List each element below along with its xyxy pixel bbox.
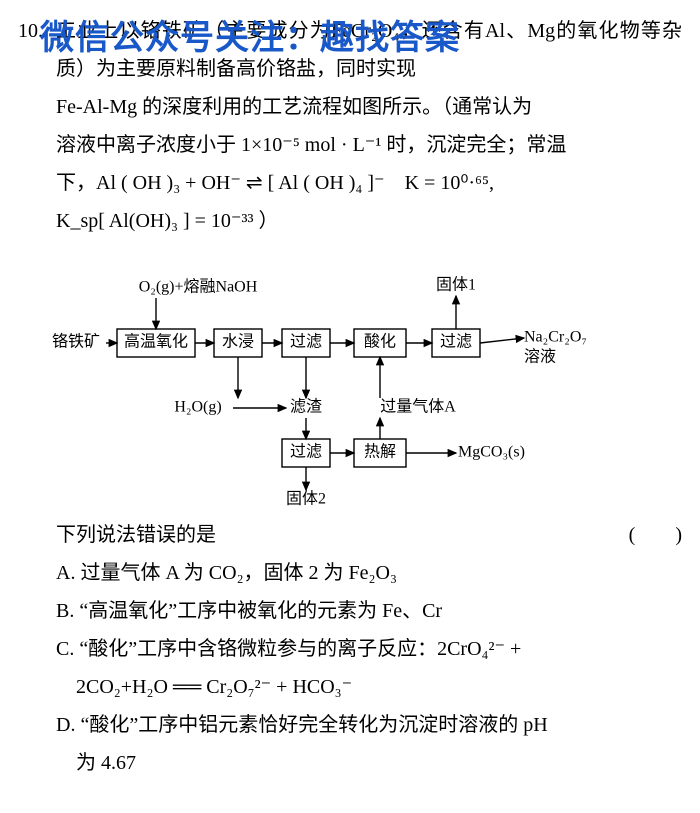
flow-label-rejie: 热解: [364, 443, 396, 461]
question-stem: 工业上以铬铁矿（主要成分为FeCr₂O₄，还含有Al、Mg的氧化物等杂质）为主要…: [56, 12, 682, 240]
choice-a: A. 过量气体 A 为 CO₂，固体 2 为 Fe₂O₃: [56, 554, 682, 592]
flow-label-h2o: H₂O(g): [174, 399, 221, 416]
choice-d-cont: 为 4.67: [56, 744, 682, 782]
process-flowchart: 铬铁矿高温氧化水浸过滤酸化过滤Na₂Cr₂O₇溶液O₂(g)+熔融NaOH固体1…: [38, 248, 682, 508]
flow-label-o2naoh: O₂(g)+熔融NaOH: [139, 278, 258, 296]
choice-b: B. “高温氧化”工序中被氧化的元素为 Fe、Cr: [56, 592, 682, 630]
stem-line: Fe-Al-Mg 的深度利用的工艺流程如图所示。（通常认为: [56, 96, 532, 118]
flow-label-guolv2: 过滤: [440, 333, 472, 351]
choices: A. 过量气体 A 为 CO₂，固体 2 为 Fe₂O₃ B. “高温氧化”工序…: [56, 554, 682, 782]
flow-label-out_na: Na₂Cr₂O₇: [524, 329, 587, 346]
question-number: 10.: [18, 12, 56, 50]
flow-label-mgco3: MgCO₃(s): [458, 444, 525, 461]
tail-text: 下列说法错误的是: [56, 516, 216, 554]
flow-label-guti2: 固体2: [286, 490, 326, 508]
flow-label-qitiA: 过量气体A: [380, 398, 456, 416]
choice-c: C. “酸化”工序中含铬微粒参与的离子反应：2CrO₄²⁻ +: [56, 630, 682, 668]
flow-label-suanhua: 酸化: [364, 333, 396, 351]
question-tail: 下列说法错误的是 ( ): [56, 516, 682, 554]
stem-line: 下，Al ( OH )₃ + OH⁻ ⇌ [ Al ( OH )₄ ]⁻ K =…: [56, 172, 494, 194]
flow-arrow: [480, 338, 524, 343]
choice-c-cont: 2CO₂+H₂O ══ Cr₂O₇²⁻ + HCO₃⁻: [56, 668, 682, 706]
flow-label-guolv3: 过滤: [290, 443, 322, 461]
flow-label-out_na2: 溶液: [524, 348, 556, 366]
flow-label-gaowen: 高温氧化: [124, 333, 188, 351]
flow-label-guti1: 固体1: [436, 276, 476, 294]
flow-label-in_ore: 铬铁矿: [52, 332, 100, 351]
flow-label-guolv1: 过滤: [290, 333, 322, 351]
stem-line: 工业上以铬铁矿（主要成分为FeCr₂O₄，还含有Al、Mg的氧化物等杂质）为主要…: [56, 20, 682, 80]
flow-label-lvzha: 滤渣: [290, 398, 322, 416]
flow-label-shuijin: 水浸: [222, 333, 254, 351]
choice-d: D. “酸化”工序中铝元素恰好完全转化为沉淀时溶液的 pH: [56, 706, 682, 744]
tail-paren: ( ): [629, 516, 682, 554]
stem-line: 溶液中离子浓度小于 1×10⁻⁵ mol · L⁻¹ 时，沉淀完全；常温: [56, 134, 566, 156]
stem-line: K_sp[ Al(OH)₃ ] = 10⁻³³ ）: [56, 210, 278, 232]
